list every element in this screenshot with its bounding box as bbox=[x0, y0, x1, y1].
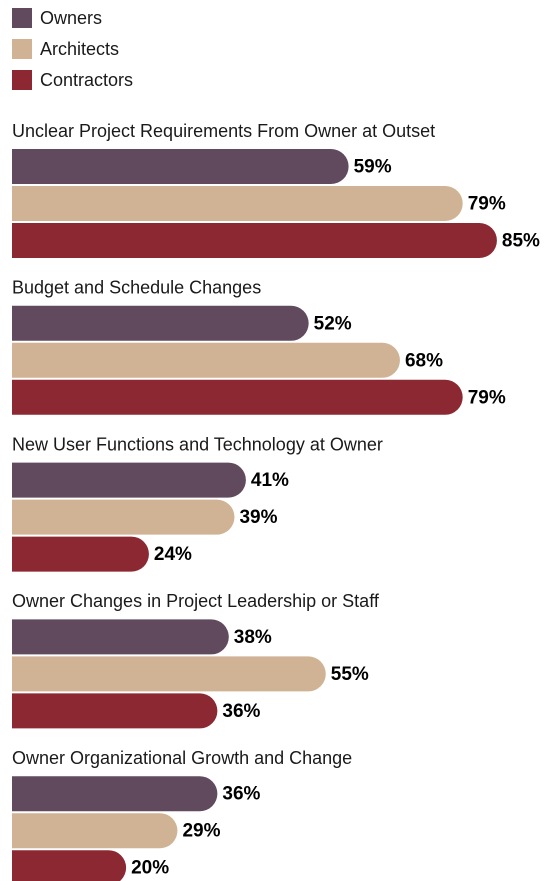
value-label: 79% bbox=[468, 387, 506, 408]
value-label: 52% bbox=[314, 313, 352, 334]
bar bbox=[12, 379, 463, 415]
bar bbox=[12, 305, 309, 341]
value-label: 79% bbox=[468, 194, 506, 215]
legend-swatch bbox=[12, 8, 32, 28]
value-label: 68% bbox=[405, 350, 443, 371]
category-label: Unclear Project Requirements From Owner … bbox=[12, 121, 435, 141]
bar bbox=[12, 619, 229, 655]
bar bbox=[12, 536, 149, 572]
value-label: 36% bbox=[222, 784, 260, 805]
value-label: 38% bbox=[234, 627, 272, 648]
value-label: 55% bbox=[331, 664, 369, 685]
bar bbox=[12, 656, 326, 692]
category-label: Budget and Schedule Changes bbox=[12, 278, 261, 298]
bar bbox=[12, 776, 218, 812]
category-label: Owner Organizational Growth and Change bbox=[12, 748, 352, 768]
bar bbox=[12, 342, 400, 378]
legend-label: Owners bbox=[40, 8, 102, 28]
category-label: Owner Changes in Project Leadership or S… bbox=[12, 591, 380, 611]
value-label: 39% bbox=[239, 507, 277, 528]
value-label: 20% bbox=[131, 858, 169, 879]
legend-label: Contractors bbox=[40, 70, 133, 90]
bar bbox=[12, 186, 463, 221]
bar bbox=[12, 149, 349, 184]
bar bbox=[12, 850, 127, 881]
value-label: 85% bbox=[502, 231, 540, 252]
legend-label: Architects bbox=[40, 39, 119, 59]
value-label: 59% bbox=[354, 157, 392, 178]
value-label: 41% bbox=[251, 470, 289, 491]
value-label: 36% bbox=[222, 701, 260, 722]
category-label: New User Functions and Technology at Own… bbox=[12, 434, 383, 454]
bar bbox=[12, 462, 246, 498]
bar bbox=[12, 223, 497, 258]
value-label: 24% bbox=[154, 544, 192, 565]
legend-swatch bbox=[12, 39, 32, 59]
legend-swatch bbox=[12, 70, 32, 90]
value-label: 29% bbox=[182, 821, 220, 842]
bar bbox=[12, 693, 218, 729]
bar bbox=[12, 813, 178, 849]
bar bbox=[12, 499, 235, 535]
